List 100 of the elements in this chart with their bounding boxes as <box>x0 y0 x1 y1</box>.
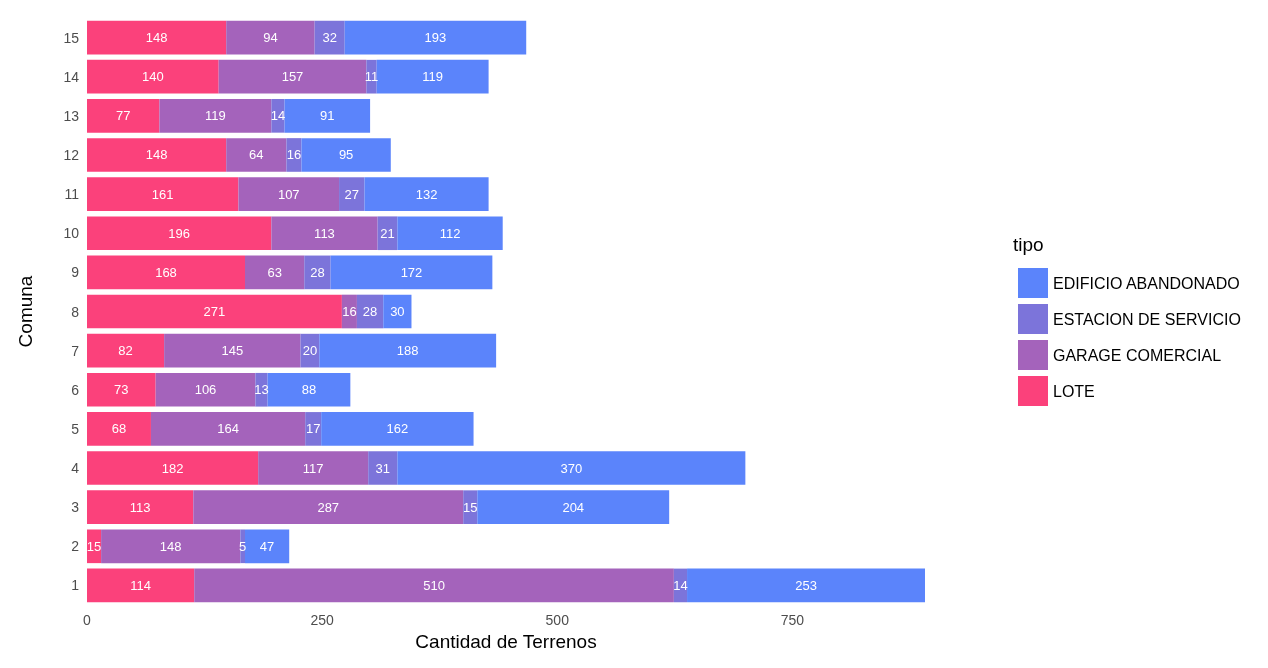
y-tick-label: 12 <box>63 146 80 163</box>
bar <box>330 255 493 290</box>
data-label: 15 <box>463 499 478 515</box>
y-tick-label: 11 <box>64 186 80 203</box>
bar <box>87 333 165 368</box>
data-label: 21 <box>380 225 395 241</box>
data-label: 204 <box>562 499 585 515</box>
bar <box>194 568 674 603</box>
legend-label: GARAGE COMERCIAL <box>1053 346 1222 364</box>
bar <box>155 372 256 407</box>
bar <box>226 20 315 55</box>
bar <box>344 20 527 55</box>
y-tick-label: 1 <box>71 577 80 594</box>
data-label: 172 <box>400 264 423 280</box>
data-label: 32 <box>322 30 337 46</box>
bar <box>87 177 239 211</box>
bar <box>271 99 285 133</box>
data-label: 14 <box>673 577 688 593</box>
data-label: 28 <box>362 304 378 319</box>
data-label: 30 <box>390 304 405 319</box>
bar <box>321 412 474 446</box>
bar <box>87 216 272 251</box>
legend-title: tipo <box>1013 234 1044 255</box>
bar <box>366 59 377 94</box>
bar <box>150 412 306 446</box>
bar <box>87 568 195 603</box>
data-label: 68 <box>111 421 127 437</box>
bar <box>87 255 246 290</box>
y-tick-label: 4 <box>71 460 80 477</box>
data-label: 193 <box>424 30 447 46</box>
data-label: 73 <box>114 382 129 398</box>
bar <box>305 412 322 446</box>
bar <box>193 490 464 524</box>
bar <box>101 529 241 564</box>
data-label: 140 <box>141 69 164 85</box>
data-label: 17 <box>305 421 321 437</box>
bar <box>319 333 497 368</box>
data-label: 64 <box>249 147 264 163</box>
bar <box>477 490 670 524</box>
bar <box>258 451 369 485</box>
data-label: 31 <box>375 460 391 476</box>
data-label: 27 <box>344 186 359 202</box>
bar <box>87 372 156 407</box>
legend-label: LOTE <box>1053 382 1095 400</box>
data-label: 94 <box>263 30 278 46</box>
data-label: 157 <box>281 69 304 85</box>
bar <box>87 294 342 329</box>
data-label: 82 <box>118 343 133 359</box>
y-tick-label: 3 <box>71 499 80 516</box>
data-label: 119 <box>422 69 444 85</box>
bar <box>687 568 925 603</box>
data-label: 510 <box>423 577 445 593</box>
data-label: 113 <box>129 499 151 515</box>
data-label: 63 <box>267 264 282 280</box>
bar <box>218 59 367 94</box>
bar <box>339 177 365 211</box>
bar <box>87 20 227 55</box>
data-label: 77 <box>115 108 131 124</box>
x-tick-label: 500 <box>545 612 570 628</box>
bar <box>284 99 371 133</box>
data-label: 107 <box>277 186 300 202</box>
bar <box>238 177 340 211</box>
data-label: 114 <box>130 577 151 593</box>
data-label: 148 <box>145 147 168 163</box>
data-label: 148 <box>145 30 168 46</box>
y-tick-label: 8 <box>71 303 80 320</box>
data-label: 164 <box>217 421 239 437</box>
bar <box>255 372 268 407</box>
data-label: 113 <box>314 225 335 241</box>
y-tick-label: 9 <box>71 264 80 281</box>
y-tick-label: 5 <box>71 420 80 437</box>
x-tick-label: 250 <box>310 612 335 628</box>
data-label: 196 <box>168 225 191 241</box>
data-label: 47 <box>259 538 275 554</box>
bar <box>397 451 746 485</box>
data-label: 91 <box>320 108 335 124</box>
bar <box>368 451 398 485</box>
x-tick-label: 0 <box>83 612 92 628</box>
data-label: 182 <box>161 460 184 476</box>
data-label: 20 <box>302 343 318 359</box>
data-label: 112 <box>439 225 461 241</box>
y-tick-label: 13 <box>63 107 80 124</box>
data-label: 168 <box>155 264 177 280</box>
bar <box>245 255 305 290</box>
legend-label: EDIFICIO ABANDONADO <box>1053 274 1240 292</box>
bar <box>87 59 219 94</box>
bar <box>271 216 378 251</box>
bar <box>301 138 391 172</box>
bar <box>87 412 151 446</box>
x-tick-label: 750 <box>780 612 805 628</box>
data-label: 287 <box>317 499 340 515</box>
data-label: 188 <box>396 343 419 359</box>
data-label: 13 <box>254 382 269 398</box>
data-label: 88 <box>301 382 317 398</box>
data-label: 271 <box>203 304 226 319</box>
y-tick-label: 14 <box>63 68 80 85</box>
bar <box>376 59 489 94</box>
data-label: 95 <box>338 147 354 163</box>
bar <box>159 99 272 133</box>
y-tick-label: 2 <box>71 538 80 555</box>
